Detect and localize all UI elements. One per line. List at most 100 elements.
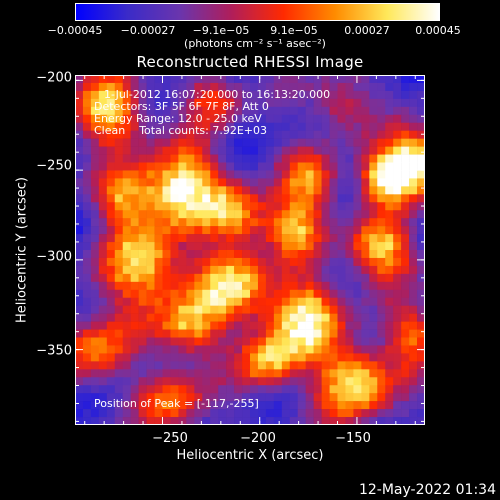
heatmap-cell (281, 401, 291, 410)
heatmap-cell (377, 385, 386, 394)
heatmap-cell (90, 417, 100, 425)
heatmap-cell (146, 353, 155, 362)
heatmap-cell (226, 345, 235, 354)
heatmap-cell (170, 409, 179, 418)
heatmap-cell (417, 393, 425, 402)
heatmap-cell (82, 186, 92, 195)
heatmap-cell (194, 202, 203, 211)
heatmap-cell (313, 114, 322, 124)
heatmap-cell (98, 234, 108, 243)
heatmap-cell (138, 377, 147, 386)
heatmap-cell (138, 138, 147, 147)
heatmap-cell (377, 138, 386, 147)
heatmap-cell (353, 401, 362, 410)
heatmap-cell (202, 401, 211, 410)
heatmap-cell (321, 218, 330, 227)
heatmap-cell (281, 281, 291, 291)
heatmap-cell (289, 154, 299, 163)
heatmap-cell (170, 305, 179, 314)
heatmap-cell (242, 409, 251, 418)
heatmap-cell (130, 170, 139, 179)
heatmap-cell (82, 234, 92, 243)
heatmap-cell (186, 305, 195, 314)
heatmap-cell (75, 226, 84, 235)
heatmap-cell (345, 345, 354, 354)
heatmap-cell (337, 114, 346, 124)
heatmap-cell (154, 393, 163, 402)
heatmap-cell (401, 98, 410, 108)
heatmap-cell (90, 98, 100, 108)
heatmap-cell (146, 337, 155, 346)
heatmap-cell (393, 106, 402, 116)
heatmap-cell (409, 146, 418, 155)
heatmap-cell (321, 82, 330, 92)
heatmap-cell (361, 226, 370, 235)
heatmap-cell (257, 401, 267, 410)
heatmap-cell (289, 114, 299, 124)
heatmap-cell (106, 377, 116, 386)
heatmap-cell (106, 98, 116, 108)
heatmap-cell (234, 281, 243, 291)
heatmap-cell (138, 321, 147, 330)
heatmap-cell (250, 289, 259, 299)
heatmap-cell (417, 82, 425, 92)
heatmap-cell (297, 162, 306, 171)
heatmap-cell (265, 337, 275, 346)
heatmap-cell (361, 146, 370, 155)
heatmap-cell (202, 162, 211, 171)
heatmap-cell (130, 75, 139, 84)
heatmap-cell (353, 321, 362, 330)
heatmap-cell (385, 250, 394, 259)
heatmap-cell (361, 369, 370, 378)
heatmap-cell (234, 409, 243, 418)
heatmap-cell (170, 265, 179, 275)
heatmap-cell (250, 82, 259, 92)
heatmap-cell (106, 250, 116, 259)
heatmap-cell (122, 385, 131, 394)
heatmap-cell (345, 409, 354, 418)
heatmap-cell (210, 297, 219, 306)
heatmap-cell (393, 242, 402, 251)
heatmap-cell (106, 289, 116, 299)
heatmap-cell (321, 281, 330, 291)
heatmap-cell (146, 82, 155, 92)
heatmap-cell (75, 401, 84, 410)
heatmap-cell (234, 361, 243, 370)
heatmap-cell (313, 130, 322, 139)
heatmap-cell (377, 170, 386, 179)
heatmap-cell (273, 250, 283, 259)
heatmap-cell (337, 369, 346, 378)
heatmap-cell (194, 289, 203, 299)
heatmap-cell (417, 361, 425, 370)
heatmap-cell (385, 98, 394, 108)
heatmap-cell (257, 281, 267, 291)
heatmap-cell (154, 345, 163, 354)
heatmap-cell (305, 194, 314, 203)
heatmap-cell (202, 194, 211, 203)
heatmap-cell (289, 98, 299, 108)
heatmap-cell (162, 234, 171, 243)
heatmap-cell (385, 417, 394, 425)
heatmap-cell (242, 250, 251, 259)
heatmap-cell (226, 82, 235, 92)
heatmap-cell (257, 106, 267, 116)
heatmap-cell (210, 417, 219, 425)
heatmap-cell (273, 417, 283, 425)
heatmap-cell (130, 289, 139, 299)
heatmap-cell (297, 250, 306, 259)
heatmap-cell (170, 218, 179, 227)
heatmap-cell (210, 90, 219, 100)
heatmap-cell (401, 329, 410, 338)
heatmap-cell (257, 393, 267, 402)
heatmap-cell (194, 297, 203, 306)
heatmap-cell (226, 162, 235, 171)
heatmap-cell (178, 114, 187, 124)
heatmap-cell (194, 321, 203, 330)
heatmap-cell (98, 417, 108, 425)
heatmap-cell (250, 210, 259, 219)
heatmap-cell (114, 210, 124, 219)
heatmap-cell (98, 345, 108, 354)
heatmap-cell (369, 337, 378, 346)
heatmap-cell (257, 138, 267, 147)
heatmap-cell (75, 178, 84, 187)
